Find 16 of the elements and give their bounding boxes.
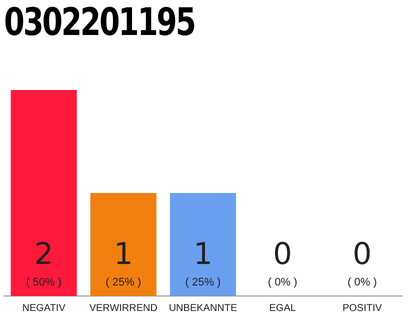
annotation: ( 25% ) [185,276,221,289]
data-label: 2 [34,237,54,272]
chart-title: 0302201195 [4,0,195,44]
annotation: ( 25% ) [106,276,142,289]
annotation: ( 0% ) [268,276,298,289]
x-tick-label: UNBEKANNTE [168,302,238,314]
data-label: 0 [273,237,292,272]
x-tick-label: POSITIV [342,302,382,314]
data-label: 0 [352,237,372,272]
annotation: ( 50% ) [26,276,62,289]
data-label: 1 [193,237,213,272]
x-tick-label: EGAL [269,302,296,314]
x-tick-label: NEGATIV [22,302,66,314]
annotation: ( 0% ) [348,276,377,289]
x-tick-label: VERWIRREND [89,302,158,314]
data-label: 1 [114,237,133,272]
